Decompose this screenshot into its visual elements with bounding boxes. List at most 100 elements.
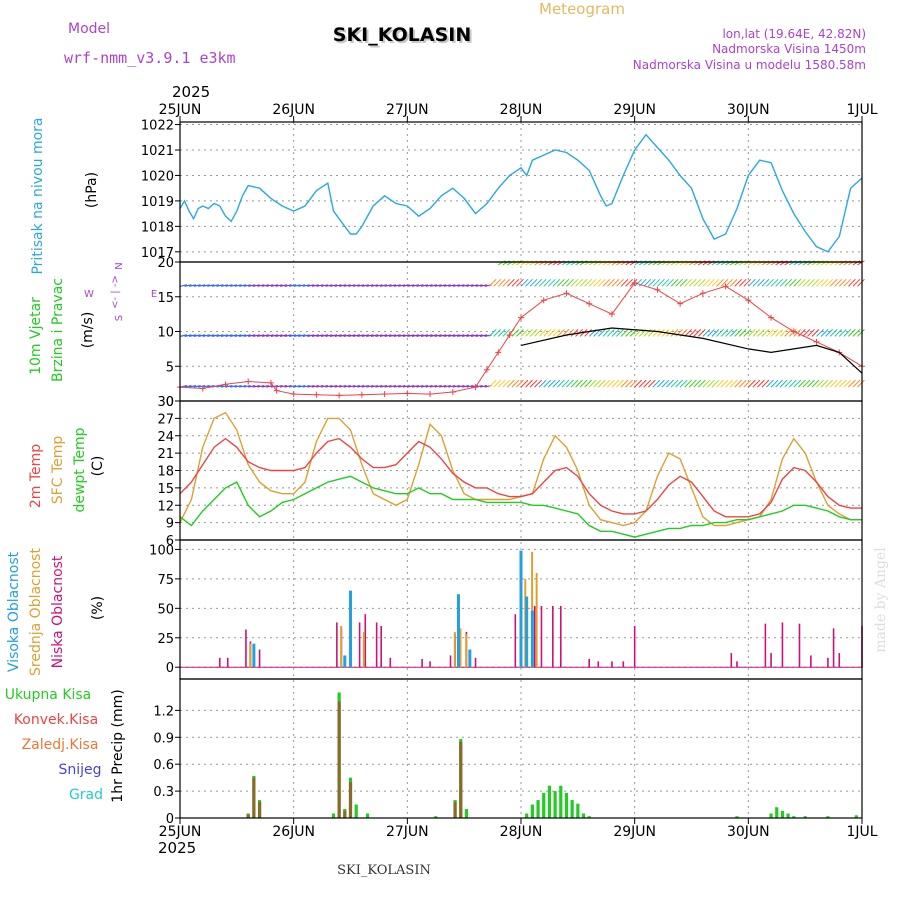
wind-barb	[439, 284, 447, 287]
wind-barb	[339, 385, 347, 388]
wind-barb	[779, 329, 788, 337]
high-cloud-bar	[468, 649, 472, 668]
wind-barb	[352, 284, 360, 287]
total-precip-bar	[331, 813, 336, 818]
wind-barb	[220, 284, 229, 287]
wind-barb	[229, 284, 238, 287]
wind-barb	[734, 329, 743, 337]
compass-s: S	[114, 315, 125, 321]
wind-speed-marker	[427, 391, 434, 398]
wind-barb	[552, 278, 561, 287]
wind-barb	[339, 334, 347, 337]
wind-barb	[788, 379, 797, 388]
cloud-ytick-label: 25	[157, 632, 174, 647]
wind-barb	[452, 284, 460, 287]
wind-barb	[611, 278, 620, 287]
wind-barb	[616, 278, 624, 287]
wind-barb	[429, 284, 438, 287]
wind-barb	[707, 329, 715, 337]
wind-barb	[198, 385, 206, 388]
wind-barb	[652, 329, 661, 337]
wind-barb	[593, 329, 602, 337]
total-precip-bar	[464, 809, 469, 818]
wind-barb	[693, 379, 702, 388]
wind-barb	[761, 379, 770, 388]
wind-ytick-label: 15	[157, 291, 174, 306]
cloud-ytick-label: 0	[166, 661, 174, 676]
wind-barb	[202, 334, 210, 337]
low-cloud-bar	[827, 657, 829, 668]
wind-barb	[270, 385, 279, 388]
wind-speed-marker	[404, 390, 411, 397]
wind-barb	[266, 284, 274, 287]
temp-ytick-label: 27	[157, 412, 174, 427]
wind-barb	[420, 284, 429, 287]
wind-barb	[857, 379, 865, 388]
wind-barb	[547, 329, 556, 337]
wind-barb	[838, 379, 847, 388]
wind-barb	[398, 334, 406, 337]
wind-barb	[479, 385, 488, 388]
wind-barb	[384, 284, 392, 287]
wind-barb	[738, 379, 747, 388]
wind-barb	[488, 278, 497, 287]
wind-barb	[184, 334, 192, 337]
wind-barb	[779, 379, 788, 388]
wind-barb	[775, 278, 783, 287]
wind-barb	[448, 385, 456, 388]
wind-barb	[284, 334, 292, 337]
wind-barb	[329, 385, 338, 388]
wind-speed-marker	[222, 381, 229, 388]
wind-barb	[570, 379, 579, 388]
wind-barb	[652, 278, 661, 287]
wind-barb	[597, 329, 606, 337]
date-tick-label-bottom: 27JUN	[386, 824, 429, 840]
wind-barb	[520, 379, 529, 388]
wind-barb	[370, 334, 379, 337]
wind-barb	[348, 284, 356, 287]
wind-barb	[439, 334, 447, 337]
wind-barb	[270, 284, 279, 287]
wind-barb	[234, 284, 242, 287]
wind-barb	[407, 334, 415, 337]
wind-barb	[311, 284, 319, 287]
wind-barb	[448, 284, 456, 287]
wind-barb	[757, 329, 765, 337]
precip-label-snow: Snijeg	[58, 762, 101, 778]
wind-barb	[370, 284, 379, 287]
total-precip-bar	[354, 804, 358, 818]
total-precip-bar	[826, 816, 830, 818]
wind-barb	[470, 334, 479, 337]
wind-barb	[834, 379, 843, 388]
wind-barb	[679, 379, 688, 388]
low-cloud-bar	[380, 625, 382, 668]
wind-barb	[475, 334, 483, 337]
date-tick-label-bottom: 29JUN	[613, 824, 656, 840]
wind-barb	[284, 284, 292, 287]
wind-barb	[679, 278, 688, 287]
low-cloud-bar	[810, 655, 812, 668]
wind-barb	[575, 278, 583, 287]
total-precip-bar	[854, 815, 858, 818]
wind-barb	[207, 334, 215, 337]
wind-barb	[439, 385, 447, 388]
wind-barb	[552, 379, 561, 388]
wind-barb	[479, 284, 488, 287]
wind-barb	[461, 385, 470, 388]
wind-barb	[238, 284, 247, 287]
wind-barb	[357, 284, 365, 287]
wind-speed-marker	[768, 314, 775, 321]
wind-label-1: 10m Vjetar	[28, 297, 44, 375]
wind-barb	[670, 278, 679, 287]
wind-barb	[252, 385, 260, 388]
temp-label-dewpt: dewpt Temp	[72, 427, 88, 512]
wind-barb	[207, 284, 215, 287]
wind-barb	[516, 329, 524, 337]
mid-cloud-bar	[453, 631, 456, 668]
wind-barb	[502, 379, 511, 388]
wind-barb	[566, 379, 574, 388]
wind-barb	[634, 379, 643, 388]
wind-barb	[543, 379, 552, 388]
watermark: made by Angel	[873, 547, 889, 653]
